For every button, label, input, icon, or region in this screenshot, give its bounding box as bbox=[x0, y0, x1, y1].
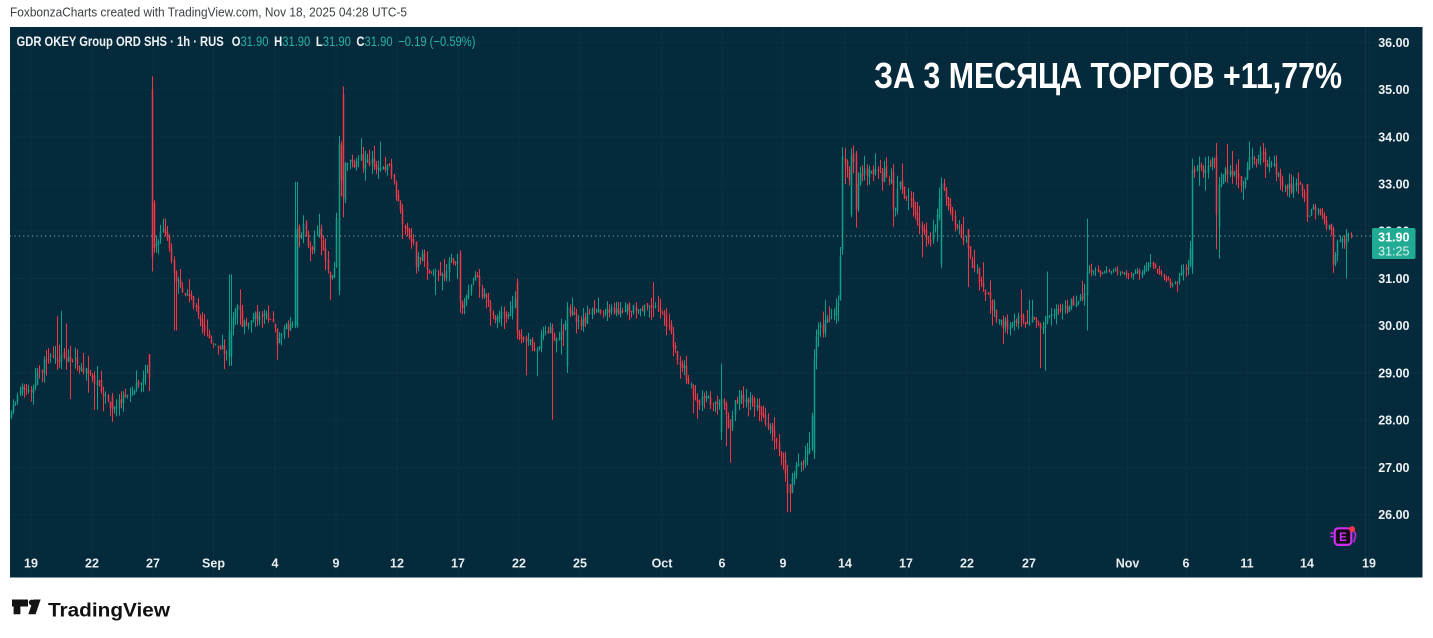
svg-text:30.00: 30.00 bbox=[1378, 319, 1409, 333]
svg-text:ЗА 3 МЕСЯЦА ТОРГОВ +11,77%: ЗА 3 МЕСЯЦА ТОРГОВ +11,77% bbox=[874, 55, 1342, 96]
svg-text:9: 9 bbox=[333, 557, 340, 571]
svg-text:29.00: 29.00 bbox=[1378, 366, 1409, 380]
svg-text:11: 11 bbox=[1240, 557, 1253, 571]
svg-text:28.00: 28.00 bbox=[1378, 414, 1409, 428]
svg-text:FoxbonzaCharts created with Tr: FoxbonzaCharts created with TradingView.… bbox=[10, 6, 407, 20]
svg-text:27: 27 bbox=[1022, 557, 1036, 571]
svg-text:6: 6 bbox=[719, 557, 726, 571]
svg-text:Nov: Nov bbox=[1116, 557, 1140, 571]
svg-text:22: 22 bbox=[85, 557, 99, 571]
svg-text:E: E bbox=[1339, 532, 1347, 544]
svg-text:27: 27 bbox=[146, 557, 160, 571]
svg-text:31.00: 31.00 bbox=[1378, 272, 1409, 286]
svg-text:33.00: 33.00 bbox=[1378, 178, 1409, 192]
svg-text:25: 25 bbox=[573, 557, 587, 571]
svg-text:Oct: Oct bbox=[652, 557, 674, 571]
svg-text:GDR OKEY Group ORD SHS · 1h ·: GDR OKEY Group ORD SHS · 1h · RUSO31.90H… bbox=[17, 33, 476, 49]
svg-text:17: 17 bbox=[899, 557, 913, 571]
svg-text:31.90: 31.90 bbox=[1378, 231, 1409, 245]
svg-text:35.00: 35.00 bbox=[1378, 83, 1409, 97]
svg-text:26.00: 26.00 bbox=[1378, 508, 1409, 522]
svg-text:22: 22 bbox=[960, 557, 974, 571]
svg-text:31:25: 31:25 bbox=[1378, 245, 1409, 259]
svg-text:Sep: Sep bbox=[202, 557, 225, 571]
svg-text:12: 12 bbox=[390, 557, 404, 571]
svg-text:36.00: 36.00 bbox=[1378, 36, 1409, 50]
svg-text:4: 4 bbox=[272, 557, 279, 571]
svg-text:27.00: 27.00 bbox=[1378, 461, 1409, 475]
svg-text:14: 14 bbox=[838, 557, 852, 571]
svg-text:14: 14 bbox=[1300, 557, 1314, 571]
svg-text:17: 17 bbox=[451, 557, 465, 571]
svg-text:19: 19 bbox=[24, 557, 38, 571]
svg-text:22: 22 bbox=[512, 557, 526, 571]
svg-text:TradingView: TradingView bbox=[48, 601, 170, 622]
svg-text:19: 19 bbox=[1362, 557, 1376, 571]
svg-text:9: 9 bbox=[780, 557, 787, 571]
svg-text:34.00: 34.00 bbox=[1378, 130, 1409, 144]
svg-text:6: 6 bbox=[1183, 557, 1190, 571]
